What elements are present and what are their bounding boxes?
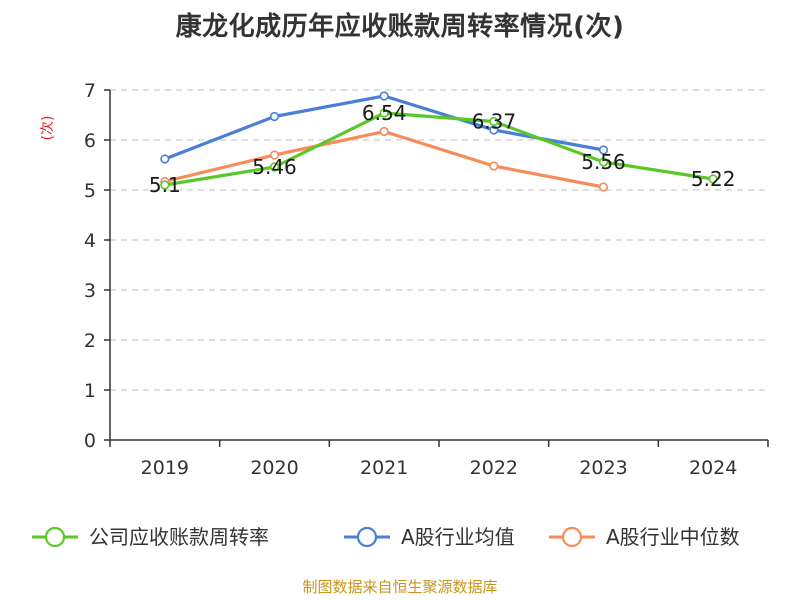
data-point	[598, 157, 609, 167]
x-tick-label: 2023	[579, 457, 627, 479]
series-line	[164, 129, 604, 189]
data-label: 5.1	[149, 173, 181, 197]
data-point	[379, 126, 389, 137]
y-tick-label: 4	[84, 230, 96, 252]
data-label: 5.56	[581, 150, 626, 174]
data-point	[269, 111, 280, 122]
data-point	[160, 180, 170, 190]
y-tick-label: 3	[84, 280, 96, 302]
series-line	[164, 111, 714, 187]
legend-label: A股行业中位数	[606, 525, 740, 549]
data-point	[598, 182, 609, 192]
data-point	[269, 162, 280, 172]
y-tick-label: 6	[84, 130, 96, 152]
source-note: 制图数据来自恒生聚源数据库	[302, 578, 498, 596]
legend-swatch-marker	[44, 526, 66, 548]
y-tick-label: 1	[84, 380, 96, 402]
chart-title: 康龙化成历年应收账款周转率情况(次)	[175, 12, 625, 42]
y-tick-label: 0	[84, 430, 96, 452]
data-point	[489, 116, 499, 127]
data-point	[489, 161, 499, 171]
data-label: 6.54	[362, 101, 407, 125]
data-point	[489, 125, 499, 135]
data-point	[160, 154, 170, 164]
data-point	[379, 108, 389, 118]
data-label: 5.46	[252, 155, 297, 179]
x-tick-label: 2024	[689, 457, 737, 479]
x-tick-label: 2022	[470, 457, 518, 479]
legend-label: 公司应收账款周转率	[89, 525, 269, 549]
legend-swatch-marker	[561, 526, 583, 548]
data-point	[269, 150, 280, 160]
data-label: 6.37	[472, 110, 517, 134]
data-point	[379, 91, 389, 101]
legend-swatch-marker	[356, 526, 378, 548]
y-tick-label: 7	[84, 80, 96, 102]
y-tick-label: 2	[84, 330, 96, 352]
x-tick-label: 2021	[360, 457, 408, 479]
data-label: 5.22	[691, 167, 736, 191]
y-tick-label: 5	[84, 180, 96, 202]
data-point	[598, 145, 609, 155]
x-tick-label: 2020	[250, 457, 298, 479]
data-point	[708, 174, 718, 184]
x-tick-label: 2019	[141, 457, 189, 479]
legend-label: A股行业均值	[401, 525, 515, 549]
y-axis-unit-label: (次)	[40, 116, 56, 141]
